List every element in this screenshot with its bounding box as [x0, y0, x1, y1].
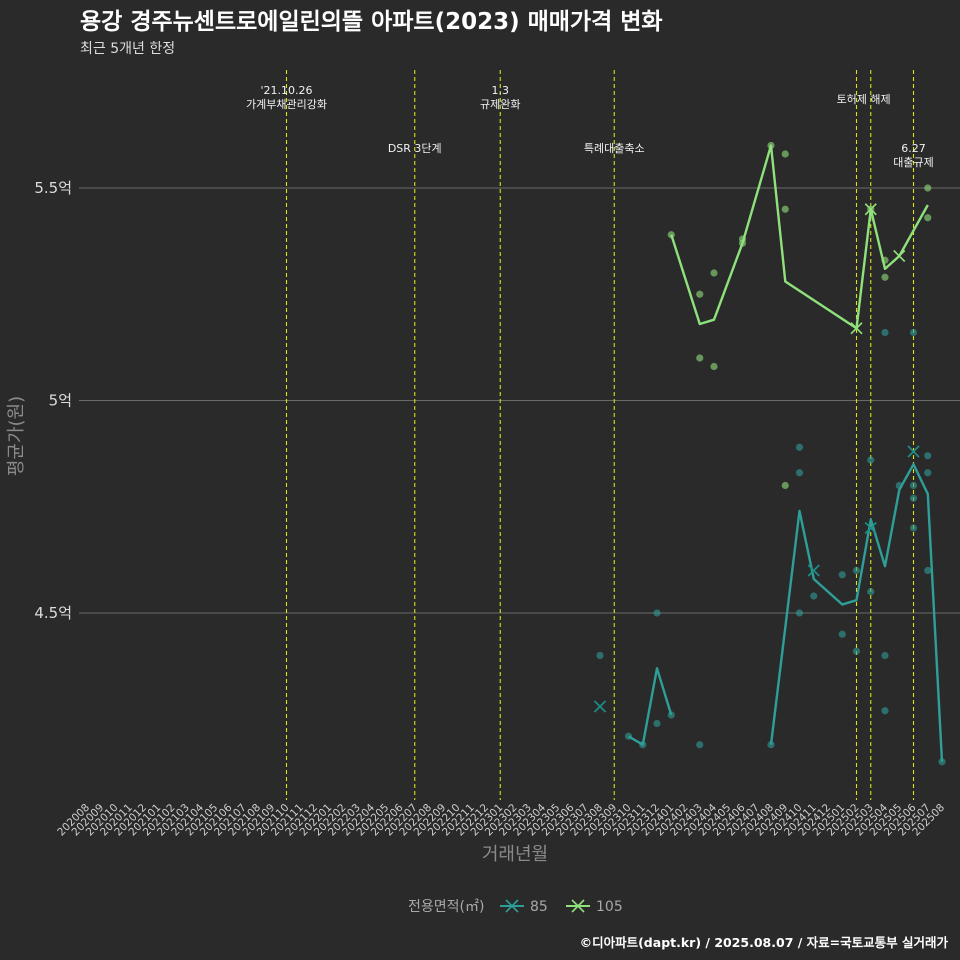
- data-point: [795, 443, 804, 451]
- cross-stroke: [893, 249, 906, 263]
- event-annotation-label: 특례대출축소: [584, 142, 645, 155]
- y-tick-label: 4.5억: [34, 604, 72, 622]
- event-annotation-label: '21.10.26: [260, 84, 312, 97]
- cross-marker: [893, 249, 906, 263]
- cross-markers: [593, 203, 920, 713]
- legend-title: 전용면적(㎡): [408, 899, 484, 915]
- data-point: [881, 707, 889, 715]
- x-axis-ticks: 2020082020092020102020112020122021012021…: [55, 801, 947, 838]
- data-point: [810, 592, 818, 600]
- data-point: [909, 494, 918, 502]
- cross-stroke: [864, 203, 877, 216]
- chart-subtitle: 최근 5개년 한정: [80, 41, 175, 57]
- caption: ©디아파트(dapt.kr) / 2025.08.07 / 자료=국토교통부 실…: [580, 935, 949, 950]
- series-line-85: [769, 463, 944, 762]
- data-point: [924, 452, 932, 460]
- data-point: [710, 269, 718, 277]
- event-annotation-label: 규제완화: [480, 98, 520, 111]
- data-point: [838, 630, 846, 638]
- legend-cross: [571, 899, 585, 913]
- data-point: [909, 328, 918, 337]
- data-point: [596, 651, 604, 660]
- cross-marker: [907, 445, 920, 458]
- cross-stroke: [850, 322, 863, 335]
- data-point: [696, 290, 704, 298]
- data-point: [924, 184, 932, 192]
- y-axis-title: 평균가(원): [6, 396, 27, 476]
- legend-label: 85: [530, 899, 548, 915]
- data-point: [909, 524, 918, 532]
- legend-cross: [505, 899, 519, 913]
- data-point: [867, 456, 875, 464]
- data-point: [838, 571, 846, 579]
- series-lines: [627, 144, 944, 762]
- data-point: [781, 205, 789, 213]
- data-point: [909, 481, 918, 490]
- data-point: [881, 651, 889, 660]
- data-point: [852, 647, 861, 655]
- cross-marker: [850, 322, 863, 335]
- legend: 전용면적(㎡) 85 105: [408, 899, 623, 915]
- cross-marker: [864, 521, 877, 535]
- cross-stroke: [593, 700, 607, 713]
- legend-item-105: 105: [566, 899, 623, 915]
- scatter-points: [596, 141, 946, 766]
- series-line-85: [627, 667, 673, 746]
- data-point: [653, 609, 661, 617]
- data-point: [881, 273, 889, 281]
- data-point: [924, 566, 932, 575]
- y-tick-label: 5억: [49, 392, 72, 410]
- cross-marker: [593, 700, 607, 713]
- cross-marker: [807, 564, 820, 577]
- event-annotation-label: 6.27: [901, 142, 926, 155]
- data-point: [781, 150, 789, 158]
- cross-stroke: [864, 521, 877, 535]
- y-axis-ticks: 4.5억 5억 5.5억: [34, 179, 72, 622]
- data-point: [867, 588, 875, 596]
- legend-label: 105: [596, 899, 623, 915]
- series-line-105: [670, 144, 929, 330]
- data-point: [924, 214, 932, 222]
- data-point: [881, 328, 889, 337]
- cross-stroke: [807, 564, 820, 577]
- data-point: [710, 362, 718, 371]
- data-point: [653, 719, 661, 728]
- data-point: [767, 741, 775, 749]
- grid-lines: [79, 187, 960, 614]
- event-annotation-label: DSR 3단계: [388, 142, 442, 155]
- event-lines: [285, 70, 915, 800]
- legend-item-85: 85: [500, 899, 548, 915]
- data-point: [795, 469, 804, 477]
- data-point: [852, 566, 861, 575]
- event-annotation-label: 1.3: [492, 84, 510, 97]
- data-point: [924, 469, 932, 477]
- data-point: [795, 609, 804, 617]
- data-point: [781, 481, 789, 490]
- data-point: [938, 758, 946, 766]
- event-annotation-label: 토허제 해제: [837, 92, 891, 106]
- cross-marker: [864, 203, 877, 216]
- cross-stroke: [907, 445, 920, 458]
- event-annotation-label: 가계부채관리강화: [246, 98, 327, 111]
- data-point: [696, 354, 704, 362]
- x-axis-title: 거래년월: [482, 844, 548, 865]
- data-point: [696, 741, 704, 749]
- y-tick-label: 5.5억: [34, 179, 72, 197]
- event-annotation-label: 대출규제: [893, 156, 933, 169]
- chart-title: 용강 경주뉴센트로에일린의뜰 아파트(2023) 매매가격 변화: [80, 9, 663, 35]
